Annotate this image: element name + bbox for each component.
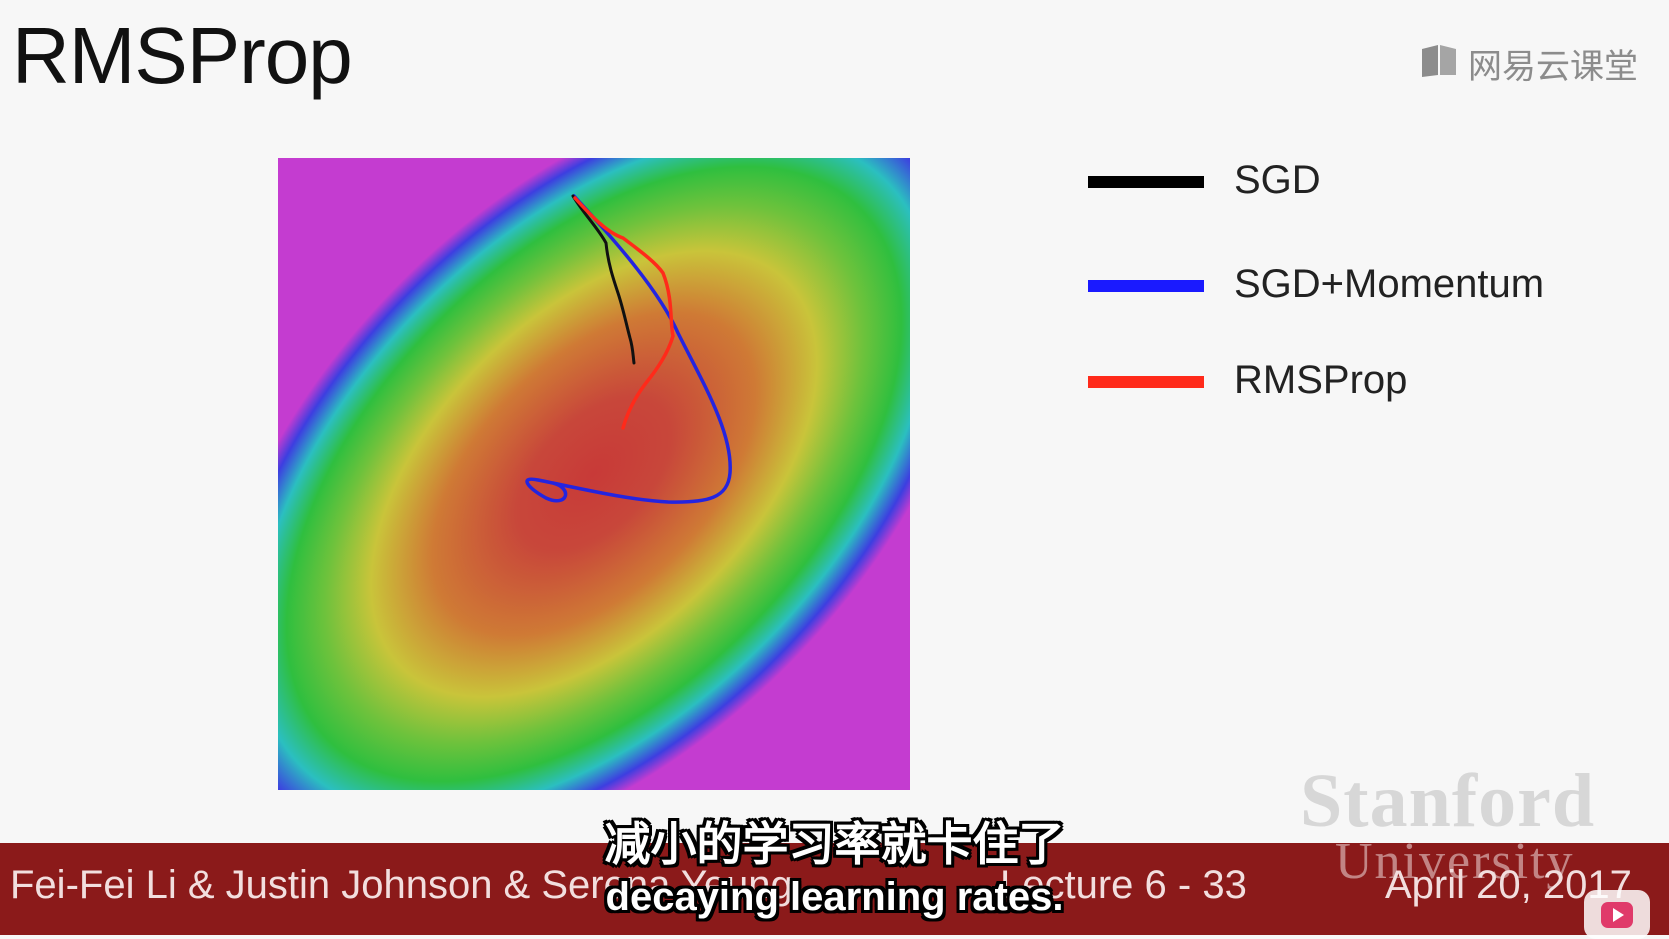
footer-lecture: Lecture 6 - 33 (1000, 863, 1247, 907)
slide-footer: Fei-Fei Li & Justin Johnson & Serena Yeu… (0, 843, 1669, 935)
loss-surface (278, 158, 910, 790)
subtitle-english: decaying learning rates. (605, 875, 1064, 919)
legend-label: RMSProp (1234, 358, 1408, 402)
university-watermark: University (1335, 833, 1575, 890)
watermark-logo-text: 网易云课堂 (1468, 46, 1638, 87)
legend-item-sgd: SGD (1088, 150, 1608, 210)
subtitle-chinese: 减小的学习率就卡住了 (604, 817, 1065, 871)
legend-swatch (1088, 376, 1204, 388)
netease-watermark: 网易云课堂 (1420, 38, 1660, 88)
legend-label: SGD (1234, 158, 1321, 202)
legend-swatch (1088, 176, 1204, 188)
player-badge[interactable] (1584, 890, 1650, 939)
rmsprop-path (573, 196, 675, 430)
slide-title: RMSProp (12, 11, 353, 100)
stanford-watermark: Stanford (1300, 759, 1596, 843)
legend-item-sgd-momentum: SGD+Momentum (1088, 254, 1608, 314)
optimization-contour-plot (278, 158, 910, 790)
legend-item-rmsprop: RMSProp (1088, 350, 1608, 410)
play-icon (1601, 902, 1633, 928)
sgd-momentum-path (525, 194, 732, 504)
book-icon (1420, 43, 1458, 84)
legend-swatch (1088, 280, 1204, 292)
sgd-path (571, 194, 636, 365)
legend: SGD SGD+Momentum RMSProp (1088, 150, 1608, 450)
footer-authors: Fei-Fei Li & Justin Johnson & Serena Yeu… (10, 863, 793, 907)
legend-label: SGD+Momentum (1234, 262, 1545, 306)
